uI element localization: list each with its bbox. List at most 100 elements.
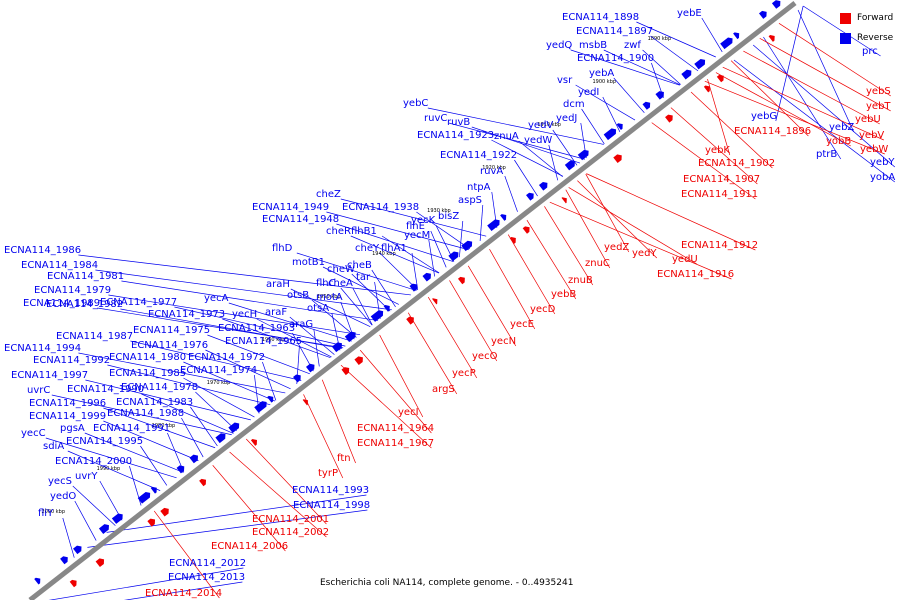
gene-label: yebB — [551, 289, 576, 300]
gene-label: ruvA — [480, 166, 503, 177]
leader-line — [311, 299, 357, 338]
leader-line — [207, 334, 310, 375]
gene-label: cheB — [347, 260, 372, 271]
leader-line — [752, 44, 896, 168]
forward-gene-arrow — [561, 197, 567, 204]
gene-label: ECNA114_1896 — [734, 126, 811, 137]
gene-label: ECNA114_1973 — [148, 309, 225, 320]
gene-label: sdiA — [43, 441, 64, 452]
gene-label: ruvB — [447, 117, 470, 128]
leader-line — [743, 50, 880, 125]
gene-label: ECNA114_2012 — [169, 558, 246, 569]
gene-label: ECNA114_2000 — [55, 456, 132, 467]
gene-label: ECNA114_1911 — [681, 189, 758, 200]
leader-line — [379, 334, 424, 418]
leader-line — [581, 108, 605, 145]
leader-line — [552, 129, 578, 166]
reverse-gene-arrow — [733, 32, 740, 40]
forward-gene-arrow — [250, 439, 257, 446]
forward-gene-arrow — [406, 316, 414, 325]
legend-item-reverse: Reverse — [840, 28, 900, 48]
gene-label: ECNA114_1978 — [121, 382, 198, 393]
leader-line — [167, 432, 185, 473]
leader-line — [290, 288, 371, 327]
leader-line — [62, 517, 75, 558]
leader-line — [775, 5, 804, 122]
leader-line — [321, 379, 356, 464]
leader-line — [690, 91, 773, 169]
scale-tick-label: 1900 kbp — [592, 79, 616, 85]
gene-label: yobB — [826, 136, 851, 147]
gene-label: ECNA114_1982 — [46, 299, 123, 310]
leader-line — [340, 364, 432, 449]
reverse-gene-arrow — [461, 240, 473, 252]
gene-label: yebW — [860, 144, 888, 155]
scale-tick-label: 1980 kbp — [152, 423, 176, 429]
leader-line — [411, 252, 419, 290]
gene-label: flhA1 — [381, 243, 407, 254]
gene-label: ECNA114_1999 — [29, 411, 106, 422]
reverse-gene-arrow — [500, 214, 507, 221]
gene-label: ECNA114_1985 — [109, 368, 186, 379]
leader-line — [565, 189, 611, 269]
gene-label: yedJ — [556, 113, 577, 124]
leader-line — [471, 126, 581, 164]
gene-label: yebK — [705, 145, 730, 156]
gene-label: yebY — [870, 157, 895, 168]
leader-line — [289, 316, 335, 355]
gene-label: ECNA114_1981 — [47, 271, 124, 282]
leader-line — [103, 407, 216, 449]
gene-label: ECNA114_1972 — [188, 352, 265, 363]
gene-label: ECNA114_1983 — [116, 397, 193, 408]
leader-line — [190, 406, 218, 447]
gene-label: pgsA — [60, 423, 85, 434]
leader-line — [359, 349, 432, 434]
leader-line — [427, 107, 604, 145]
gene-label: vsr — [557, 75, 573, 86]
leader-line — [602, 96, 621, 133]
leader-line — [183, 377, 255, 418]
gene-label: yedV — [528, 120, 553, 131]
gene-label: ECNA114_2013 — [168, 572, 245, 583]
gene-label: yecM — [404, 230, 430, 241]
gene-label: yecO — [472, 351, 498, 362]
reverse-gene-arrow — [655, 91, 664, 100]
leader-line — [430, 230, 447, 268]
leader-line — [577, 180, 658, 259]
reverse-gene-arrow — [34, 577, 41, 585]
gene-label: araF — [265, 307, 287, 318]
gene-label: ECNA114_1907 — [683, 174, 760, 185]
gene-label: ECNA114_1967 — [357, 438, 434, 449]
leader-line — [613, 77, 645, 113]
leader-line — [707, 79, 731, 156]
legend-label: Forward — [857, 13, 894, 23]
leader-line — [514, 159, 538, 197]
forward-gene-arrow — [432, 298, 438, 305]
reverse-gene-arrow — [720, 37, 733, 50]
gene-label: ECNA114_1922 — [440, 150, 517, 161]
leader-line — [504, 175, 518, 212]
gene-label: yebZ — [829, 122, 854, 133]
leader-line — [371, 269, 396, 308]
leader-line — [84, 432, 184, 473]
gene-label: yebA — [589, 68, 614, 79]
gene-features — [34, 0, 781, 588]
leader-line — [407, 312, 458, 395]
gene-label: cheZ — [316, 189, 341, 200]
gene-label: msbB — [579, 40, 607, 51]
gene-label: yecE — [510, 319, 534, 330]
gene-label: prc — [862, 46, 878, 57]
gene-label: ECNA114_1963 — [218, 323, 295, 334]
leader-line — [603, 49, 681, 86]
leader-line — [303, 394, 344, 479]
reverse-gene-arrow — [758, 10, 767, 19]
scale-tick-label: 1960 kbp — [262, 337, 286, 343]
gene-label: yedW — [524, 135, 552, 146]
gene-label: cheY — [355, 243, 380, 254]
gene-label: bisZ — [438, 211, 459, 222]
gene-label: yebS — [866, 86, 891, 97]
forward-gene-arrow — [354, 356, 363, 366]
gene-label: uvrC — [27, 385, 50, 396]
forward-gene-arrow — [341, 367, 350, 376]
leader-line — [802, 5, 881, 57]
